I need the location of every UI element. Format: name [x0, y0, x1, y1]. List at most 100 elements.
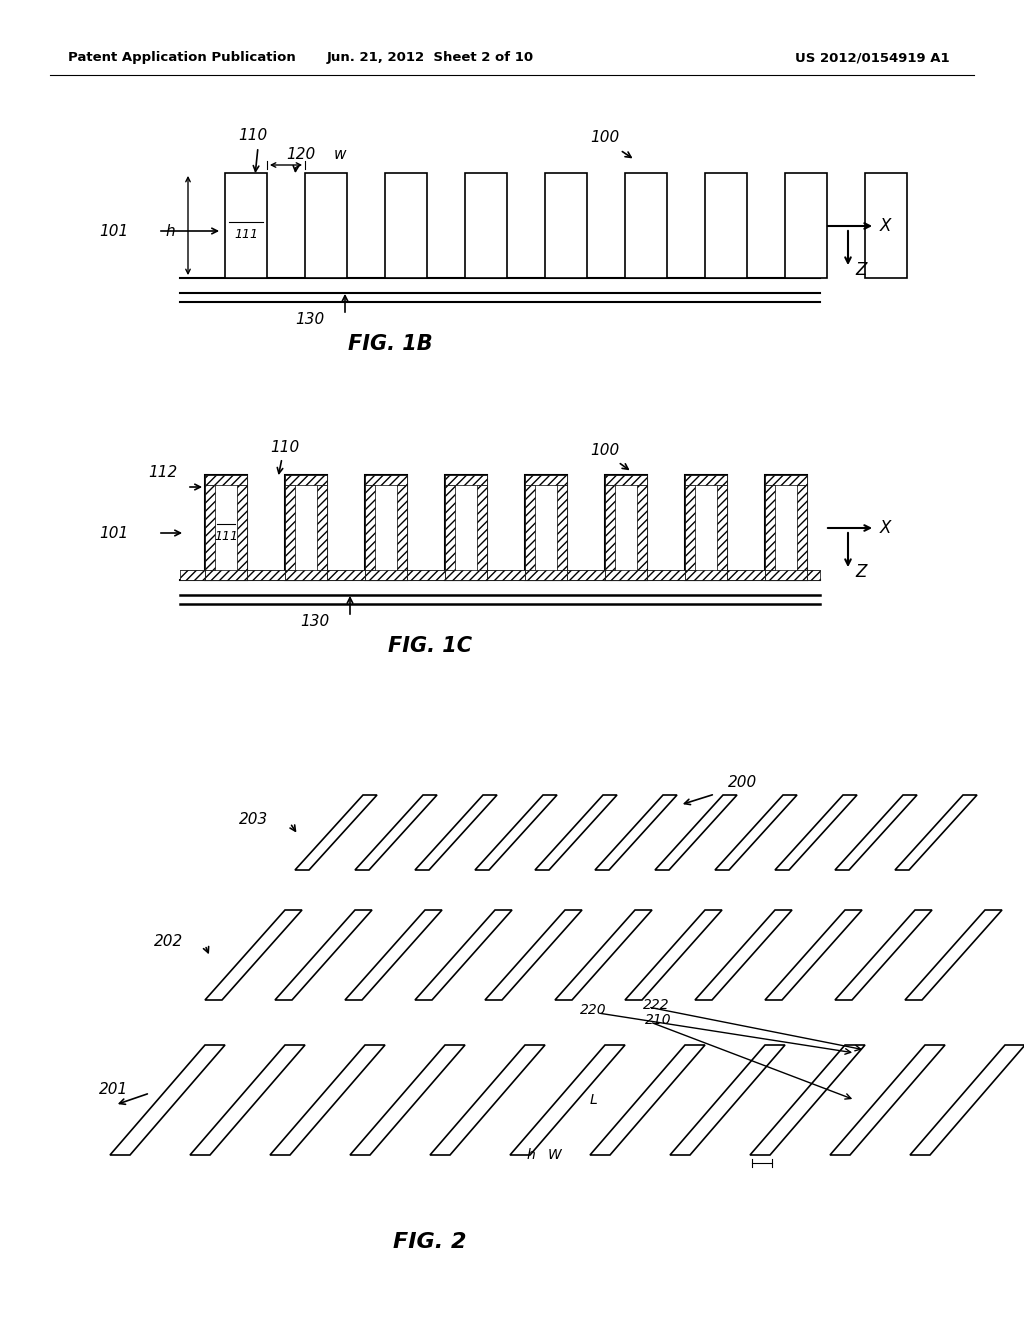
Bar	[445, 570, 487, 579]
Bar	[365, 484, 375, 570]
Polygon shape	[430, 1045, 545, 1155]
Text: Z: Z	[855, 564, 866, 581]
Text: 210: 210	[645, 1012, 672, 1027]
Text: 201: 201	[98, 1082, 128, 1097]
Polygon shape	[625, 909, 722, 1001]
Polygon shape	[475, 795, 557, 870]
Bar	[705, 173, 746, 279]
Bar	[567, 570, 605, 579]
Bar	[407, 570, 445, 579]
Bar	[637, 484, 647, 570]
Bar	[365, 570, 407, 579]
Bar	[525, 484, 535, 570]
Bar	[317, 484, 327, 570]
Bar	[717, 484, 727, 570]
Bar	[385, 173, 427, 279]
Text: X: X	[880, 216, 891, 235]
Text: 111: 111	[234, 227, 258, 240]
Polygon shape	[275, 909, 372, 1001]
Bar	[647, 570, 685, 579]
Bar	[205, 570, 247, 579]
Bar	[247, 570, 285, 579]
Bar	[445, 475, 487, 484]
Text: 112: 112	[148, 465, 177, 480]
Polygon shape	[205, 909, 302, 1001]
Text: h: h	[526, 1148, 535, 1162]
Text: US 2012/0154919 A1: US 2012/0154919 A1	[795, 51, 949, 65]
Polygon shape	[555, 909, 652, 1001]
Bar	[365, 475, 407, 579]
Bar	[445, 475, 487, 579]
Bar	[285, 570, 327, 579]
Text: W: W	[548, 1148, 562, 1162]
Polygon shape	[695, 909, 792, 1001]
Bar	[545, 173, 587, 279]
Polygon shape	[595, 795, 677, 870]
Text: h: h	[165, 223, 175, 239]
Polygon shape	[350, 1045, 465, 1155]
Text: 130: 130	[295, 312, 325, 327]
Text: FIG. 1B: FIG. 1B	[348, 334, 432, 354]
Bar	[305, 173, 347, 279]
Bar	[397, 484, 407, 570]
Text: 202: 202	[154, 935, 183, 949]
Polygon shape	[910, 1045, 1024, 1155]
Polygon shape	[670, 1045, 785, 1155]
Text: 130: 130	[300, 614, 330, 630]
Polygon shape	[835, 795, 918, 870]
Bar	[180, 570, 205, 579]
Bar	[685, 475, 727, 484]
Text: Jun. 21, 2012  Sheet 2 of 10: Jun. 21, 2012 Sheet 2 of 10	[327, 51, 534, 65]
Bar	[865, 173, 907, 279]
Text: 203: 203	[239, 813, 268, 828]
Bar	[605, 484, 615, 570]
Bar	[445, 484, 455, 570]
Text: 222: 222	[643, 998, 670, 1012]
Bar	[765, 570, 807, 579]
Bar	[225, 173, 267, 279]
Bar	[625, 173, 667, 279]
Bar	[525, 475, 567, 484]
Polygon shape	[765, 909, 862, 1001]
Text: L: L	[590, 1093, 598, 1107]
Polygon shape	[345, 909, 442, 1001]
Polygon shape	[830, 1045, 945, 1155]
Text: 110: 110	[270, 440, 299, 455]
Bar	[685, 484, 695, 570]
Text: 101: 101	[98, 223, 128, 239]
Bar	[785, 173, 827, 279]
Bar	[605, 570, 647, 579]
Bar	[605, 475, 647, 579]
Text: 200: 200	[728, 775, 758, 789]
Polygon shape	[590, 1045, 705, 1155]
Bar	[685, 570, 727, 579]
Text: 110: 110	[238, 128, 267, 143]
Bar	[765, 484, 775, 570]
Text: X: X	[880, 519, 891, 537]
Bar	[205, 475, 247, 484]
Polygon shape	[750, 1045, 865, 1155]
Polygon shape	[905, 909, 1002, 1001]
Bar	[525, 475, 567, 579]
Polygon shape	[775, 795, 857, 870]
Text: Patent Application Publication: Patent Application Publication	[68, 51, 296, 65]
Text: 100: 100	[590, 129, 620, 145]
Bar	[285, 484, 295, 570]
Text: 111: 111	[214, 529, 238, 543]
Polygon shape	[535, 795, 617, 870]
Bar	[807, 570, 820, 579]
Text: 100: 100	[590, 444, 620, 458]
Bar	[327, 570, 365, 579]
Bar	[205, 475, 247, 579]
Polygon shape	[355, 795, 437, 870]
Bar	[285, 475, 327, 484]
Bar	[237, 484, 247, 570]
Polygon shape	[415, 795, 497, 870]
Bar	[685, 475, 727, 579]
Bar	[605, 475, 647, 484]
Text: 101: 101	[98, 525, 128, 540]
Polygon shape	[510, 1045, 625, 1155]
Text: FIG. 2: FIG. 2	[393, 1232, 467, 1251]
Polygon shape	[895, 795, 977, 870]
Bar	[477, 484, 487, 570]
